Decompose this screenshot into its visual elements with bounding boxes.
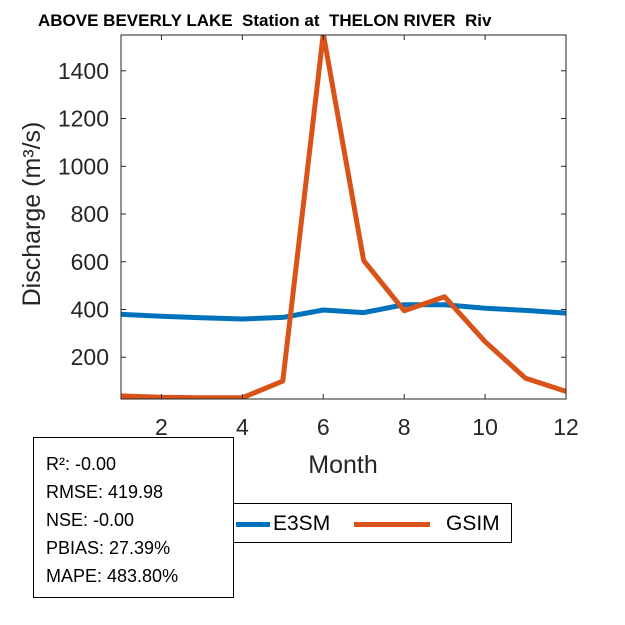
- series-line-gsim: [121, 35, 566, 399]
- y-tick-label-400: 400: [71, 296, 109, 322]
- x-tick-label-2: 2: [155, 414, 168, 440]
- stat-mape: MAPE: 483.80%: [46, 566, 179, 586]
- x-tick-label-8: 8: [398, 414, 411, 440]
- x-axis-label: Month: [308, 451, 377, 479]
- stat-rmse: RMSE: 419.98: [46, 482, 164, 502]
- stat-r2: R²: -0.00: [46, 454, 117, 474]
- stats-box: R²: -0.00 RMSE: 419.98 NSE: -0.00 PBIAS:…: [33, 437, 234, 598]
- legend-swatch-e3sm: [236, 522, 270, 527]
- plot-area: [121, 35, 566, 399]
- series-line-e3sm: [121, 302, 566, 322]
- legend: E3SM GSIM: [234, 503, 512, 543]
- y-axis-label: Discharge (m³/s): [18, 122, 46, 307]
- x-tick-label-10: 10: [472, 414, 498, 440]
- x-tick-label-6: 6: [317, 414, 330, 440]
- y-tick-label-600: 600: [71, 249, 109, 275]
- chart-title: ABOVE BEVERLY LAKE Station at THELON RIV…: [38, 11, 492, 30]
- plot-frame: [120, 34, 567, 400]
- legend-label-e3sm: E3SM: [273, 512, 331, 535]
- y-tick-label-800: 800: [71, 201, 109, 227]
- x-tick-label-4: 4: [236, 414, 249, 440]
- legend-swatch-gsim: [354, 522, 430, 527]
- y-tick-label-200: 200: [71, 344, 109, 370]
- y-tick-label-1200: 1200: [58, 106, 109, 132]
- plot-background: [121, 35, 566, 399]
- stat-nse: NSE: -0.00: [46, 510, 135, 530]
- y-tick-label-1400: 1400: [58, 58, 109, 84]
- axis-layer: 2 4 6 8 10 12 200 400 600 800 1000 1200 1400 Month Dis…: [18, 34, 579, 479]
- y-tick-label-1000: 1000: [58, 153, 109, 179]
- x-tick-label-12: 12: [553, 414, 579, 440]
- legend-label-gsim: GSIM: [446, 512, 500, 535]
- stat-pbias: PBIAS: 27.39%: [46, 538, 171, 558]
